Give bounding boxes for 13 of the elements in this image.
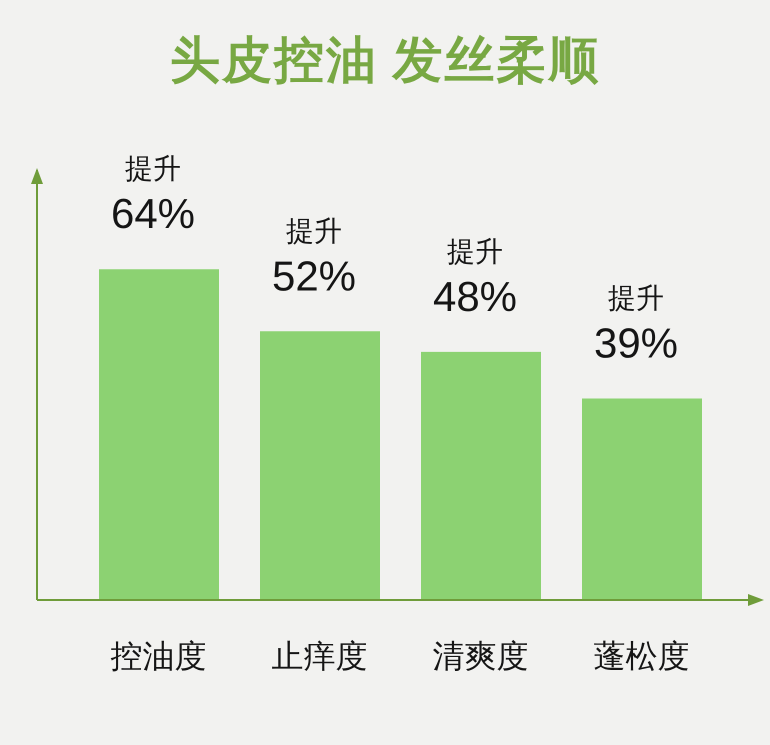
x-tick-label: 清爽度 (432, 638, 528, 674)
bar (421, 352, 541, 600)
x-tick-label: 蓬松度 (594, 638, 690, 674)
data-label: 提升 39% (594, 282, 678, 366)
bar (582, 398, 702, 600)
data-label: 提升 48% (432, 236, 518, 320)
chart-title: 头皮控油 发丝柔顺 (168, 31, 602, 90)
data-label: 提升 52% (272, 215, 356, 300)
x-tick-label: 止痒度 (272, 638, 368, 674)
bar (260, 331, 380, 600)
data-label: 提升 64% (110, 153, 196, 238)
bar (99, 269, 219, 600)
x-tick-label: 控油度 (110, 638, 206, 674)
